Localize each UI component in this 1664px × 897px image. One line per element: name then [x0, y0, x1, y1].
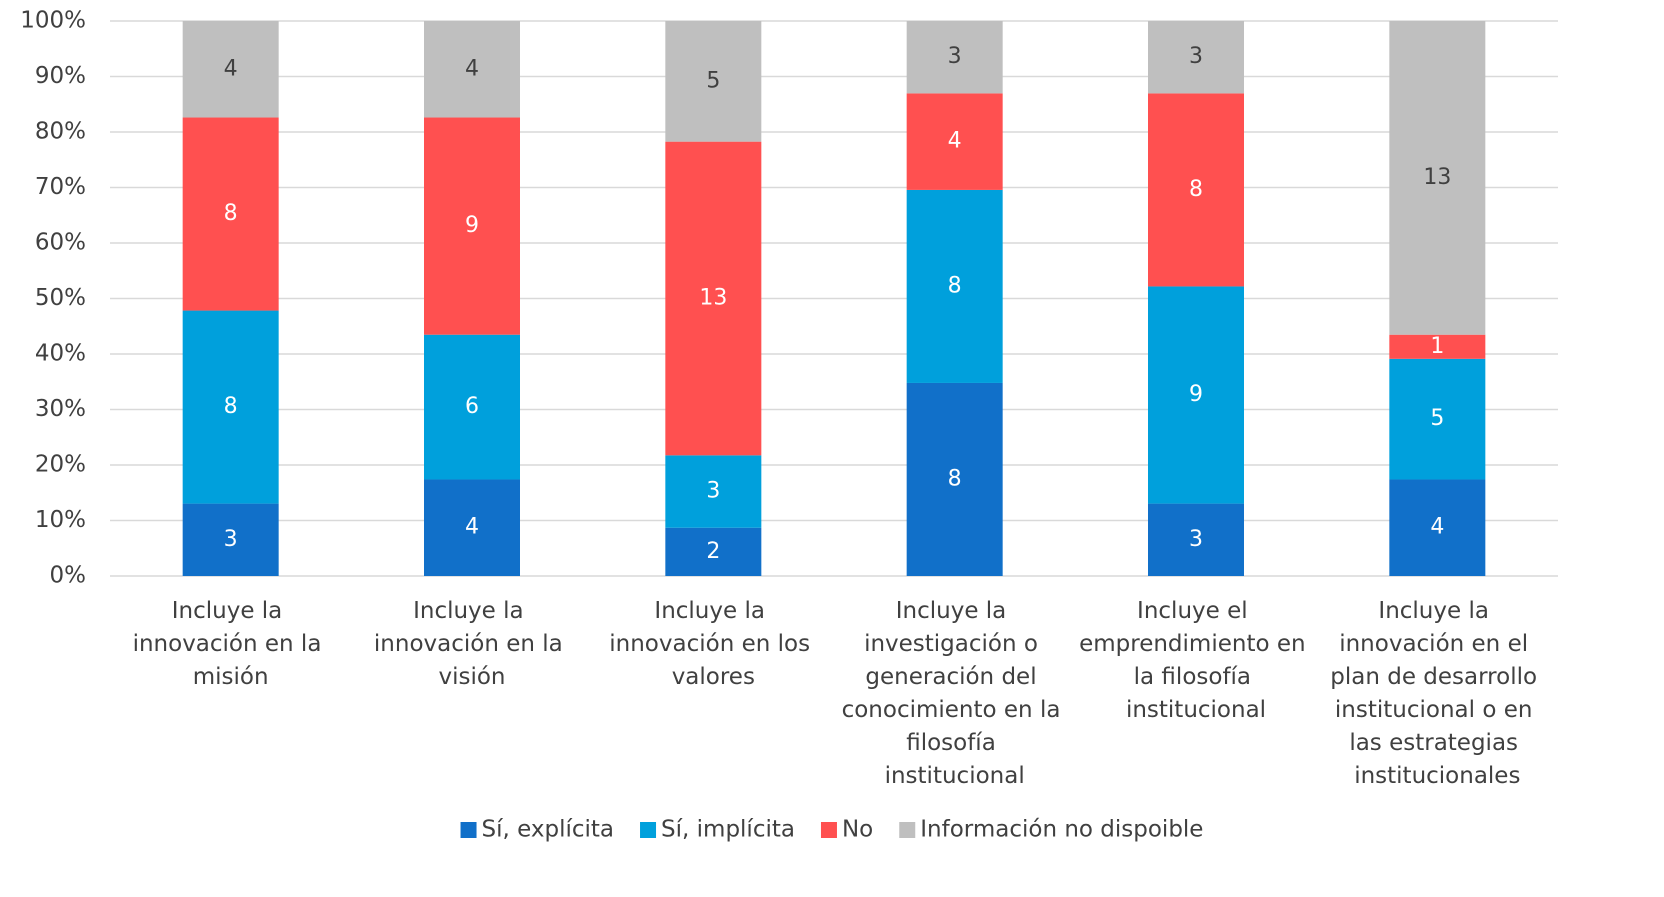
bar-segment [665, 141, 762, 456]
x-tick-label: Incluye la innovación en la visión [374, 598, 570, 690]
bar-segment [424, 334, 520, 480]
x-tick-label: Incluye la investigación o generación de… [842, 598, 1068, 789]
bar-segment [665, 455, 762, 528]
bar-segment [182, 503, 279, 576]
value-label: 5 [1430, 406, 1444, 431]
y-tick-label: 70% [35, 174, 86, 200]
y-tick-label: 40% [35, 341, 86, 367]
value-label: 13 [1423, 165, 1451, 190]
value-label: 8 [224, 394, 238, 419]
value-label: 3 [948, 44, 962, 69]
bar-segment [1148, 93, 1244, 287]
value-label: 3 [224, 527, 238, 552]
value-label: 4 [1430, 515, 1444, 540]
value-label: 8 [948, 273, 962, 298]
bar-segment [906, 93, 1003, 190]
legend-label: Sí, implícita [661, 817, 795, 843]
bar-segment [906, 21, 1003, 94]
bar-segment [1389, 334, 1486, 359]
value-label: 2 [706, 539, 720, 564]
x-tick-label: Incluye la innovación en los valores [609, 598, 817, 690]
legend-swatch [899, 822, 916, 838]
value-label: 3 [706, 479, 720, 504]
y-tick-label: 50% [35, 285, 86, 311]
legend-swatch [820, 822, 837, 838]
value-label: 1 [1430, 334, 1444, 359]
value-label: 13 [699, 286, 727, 311]
bar-segment [1389, 358, 1486, 480]
bar-segment [1389, 479, 1486, 576]
legend-swatch [640, 822, 657, 838]
bar-segment [182, 117, 279, 311]
x-tick-label: Incluye la innovación en la misión [133, 598, 329, 690]
bar-segment [424, 479, 520, 576]
value-label: 9 [465, 213, 479, 238]
value-label: 4 [948, 129, 962, 154]
value-label: 8 [224, 201, 238, 226]
y-tick-label: 100% [20, 8, 86, 34]
value-label: 4 [224, 56, 238, 81]
bar-segment [424, 21, 520, 118]
bar-segment [182, 21, 279, 118]
value-label: 3 [1189, 44, 1203, 69]
value-label: 8 [1189, 177, 1203, 202]
value-label: 8 [948, 466, 962, 491]
value-label: 3 [1189, 527, 1203, 552]
bar-segment [665, 21, 762, 142]
legend-label: Sí, explícita [482, 817, 615, 843]
bar-segment [1389, 21, 1486, 335]
legend-label: Información no dispoible [920, 817, 1203, 843]
y-tick-label: 10% [35, 507, 86, 533]
value-label: 9 [1189, 382, 1203, 407]
y-tick-label: 0% [50, 563, 87, 589]
y-tick-label: 90% [35, 63, 86, 89]
y-tick-label: 30% [35, 396, 86, 422]
value-label: 6 [465, 394, 479, 419]
y-tick-label: 60% [35, 230, 86, 256]
bar-segment [1148, 503, 1244, 576]
bar-segment [906, 382, 1003, 576]
bar-segment [906, 189, 1003, 383]
x-tick-label: Incluye la innovación en el plan de desa… [1330, 598, 1544, 789]
value-label: 4 [465, 515, 479, 540]
legend-swatch [460, 822, 477, 838]
bar-segment [1148, 21, 1244, 94]
bar-segment [1148, 286, 1244, 504]
legend-label: No [842, 817, 873, 843]
bar-segment [182, 310, 279, 504]
value-label: 5 [706, 68, 720, 93]
y-tick-label: 80% [35, 119, 86, 145]
bar-segment [665, 527, 762, 576]
bar-segment [424, 117, 520, 335]
y-tick-label: 20% [35, 452, 86, 478]
value-label: 4 [465, 56, 479, 81]
x-tick-label: Incluye el emprendimiento en la filosofí… [1079, 598, 1313, 723]
